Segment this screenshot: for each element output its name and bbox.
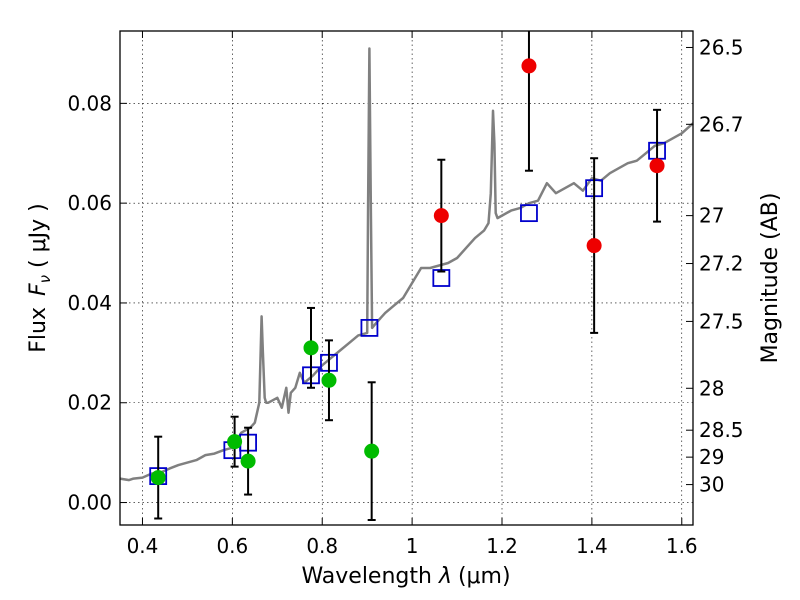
x-tick-label: 0.4 (127, 534, 159, 558)
series-template-spectrum (119, 47, 694, 482)
observed-flux-point (150, 470, 166, 486)
observed-flux-point (303, 340, 319, 356)
y-axis-label: Flux Fν ( μJy ) (26, 203, 54, 352)
y-tick-label: 0.08 (67, 91, 112, 115)
observed-flux-point (521, 58, 537, 74)
spectrum-line (119, 47, 694, 482)
x-tick-label: 1.2 (486, 534, 518, 558)
observed-flux-point (321, 372, 337, 388)
y-axis-label-subscript: ν (36, 275, 54, 283)
magnitude-tick-label: 28.5 (699, 418, 744, 442)
series-layer (119, 31, 694, 522)
series-observed-flux-near-ir- (433, 31, 665, 334)
magnitude-tick-label: 27.5 (699, 309, 744, 333)
tick-marks (120, 31, 693, 525)
model-photometry-point (360, 318, 379, 337)
plot-frame (119, 30, 694, 526)
magnitude-tick-labels: 26.5 26.7 27 27.2 27.5 28 28.5 29 30 (699, 35, 744, 496)
model-photometry-point (520, 204, 538, 223)
magnitude-tick-label: 27 (699, 204, 724, 228)
magnitude-tick-label: 26.7 (699, 112, 744, 136)
x-axis-label-symbol: λ (438, 564, 452, 589)
magnitude-tick-label: 28 (699, 376, 724, 400)
grid-lines (120, 31, 693, 525)
y-tick-label: 0.04 (67, 291, 112, 315)
x-tick-label: 0.8 (306, 534, 338, 558)
y-tick-labels: 0.00 0.02 0.04 0.06 0.08 (67, 91, 112, 514)
x-tick-label: 1.6 (666, 534, 698, 558)
y-axis-label-units: ( μJy ) (26, 203, 51, 275)
observed-flux-point (433, 208, 449, 224)
observed-flux-point (240, 453, 256, 469)
x-tick-labels: 0.4 0.6 0.8 1 1.2 1.4 1.6 (127, 534, 698, 558)
magnitude-tick-label: 30 (699, 473, 724, 497)
observed-flux-point (586, 238, 602, 254)
x-tick-label: 1 (406, 534, 419, 558)
x-tick-label: 1.4 (576, 534, 608, 558)
y-axis-label-prefix: Flux (26, 300, 51, 353)
x-tick-label: 0.6 (216, 534, 248, 558)
magnitude-tick-label: 26.5 (699, 35, 744, 59)
magnitude-axis-label: Magnitude (AB) (758, 193, 783, 364)
y-tick-label: 0.00 (67, 491, 112, 515)
observed-flux-point (364, 443, 380, 459)
x-axis-label-prefix: Wavelength (301, 564, 439, 589)
x-axis-label: Wavelength λ (μm) (301, 564, 510, 589)
y-axis-label-symbol: F (26, 283, 51, 296)
series-model-photometry (149, 141, 666, 485)
observed-flux-point (227, 434, 243, 450)
magnitude-tick-label: 29 (699, 445, 724, 469)
series-observed-flux (150, 306, 380, 522)
x-axis-label-units: (μm) (458, 564, 511, 589)
y-tick-label: 0.02 (67, 391, 112, 415)
y-tick-label: 0.06 (67, 191, 112, 215)
magnitude-tick-label: 27.2 (699, 252, 744, 276)
observed-flux-point (649, 158, 665, 174)
